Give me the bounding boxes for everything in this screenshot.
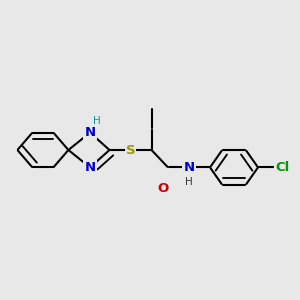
Text: Cl: Cl <box>275 161 289 174</box>
Text: N: N <box>84 161 96 174</box>
Text: S: S <box>126 143 135 157</box>
Text: H: H <box>185 177 193 187</box>
Text: O: O <box>158 182 169 195</box>
Text: H: H <box>93 116 101 126</box>
Text: N: N <box>84 126 96 139</box>
Text: N: N <box>183 161 195 174</box>
